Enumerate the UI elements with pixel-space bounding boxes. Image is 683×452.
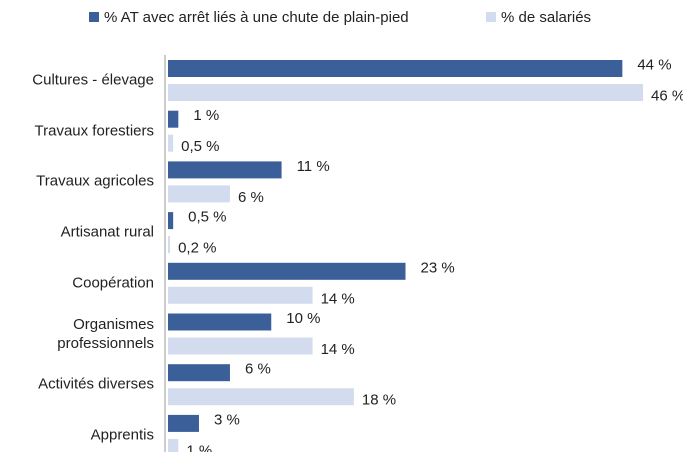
bar (168, 364, 230, 382)
value-label: 18 % (362, 392, 396, 409)
value-label: 14 % (321, 341, 355, 358)
value-label: 1 % (186, 442, 212, 452)
category-label: Coopération (72, 274, 154, 292)
legend-label: % AT avec arrêt liés à une chute de plai… (104, 9, 409, 26)
category-label: Activités diverses (38, 375, 154, 393)
legend-label: % de salariés (501, 9, 591, 26)
bar (168, 388, 354, 406)
bar (168, 110, 179, 128)
category-label: Apprentis (90, 426, 154, 444)
legend-swatch (486, 12, 496, 22)
bar (168, 438, 179, 452)
legend-swatch (89, 12, 99, 22)
value-label: 6 % (245, 361, 271, 378)
category-label: Cultures - élevage (32, 71, 154, 89)
category-label: Travaux agricoles (36, 172, 154, 190)
value-label: 11 % (297, 158, 330, 175)
bar (168, 212, 174, 230)
value-label: 46 % (651, 87, 683, 104)
value-label: 44 % (637, 56, 671, 73)
bar (168, 134, 174, 152)
value-label: 0,5 % (181, 138, 219, 155)
value-label: 14 % (321, 290, 355, 307)
bar (168, 414, 199, 432)
category-label: Travaux forestiers (34, 122, 154, 140)
bar (168, 236, 171, 254)
value-label: 1 % (193, 107, 219, 124)
bar (168, 185, 230, 203)
value-label: 6 % (238, 189, 264, 206)
bar (168, 60, 623, 77)
category-label: Organismes professionnels (57, 315, 154, 352)
value-label: 23 % (421, 259, 455, 276)
value-label: 0,5 % (188, 209, 226, 226)
category-label: Artisanat rural (60, 223, 154, 241)
value-label: 0,2 % (178, 240, 216, 257)
bar (168, 161, 282, 179)
bar (168, 313, 272, 331)
value-label: 10 % (286, 310, 320, 327)
value-label: 3 % (214, 411, 240, 428)
bar (168, 286, 313, 304)
bar (168, 84, 643, 101)
bar (168, 262, 406, 280)
bar (168, 337, 313, 355)
